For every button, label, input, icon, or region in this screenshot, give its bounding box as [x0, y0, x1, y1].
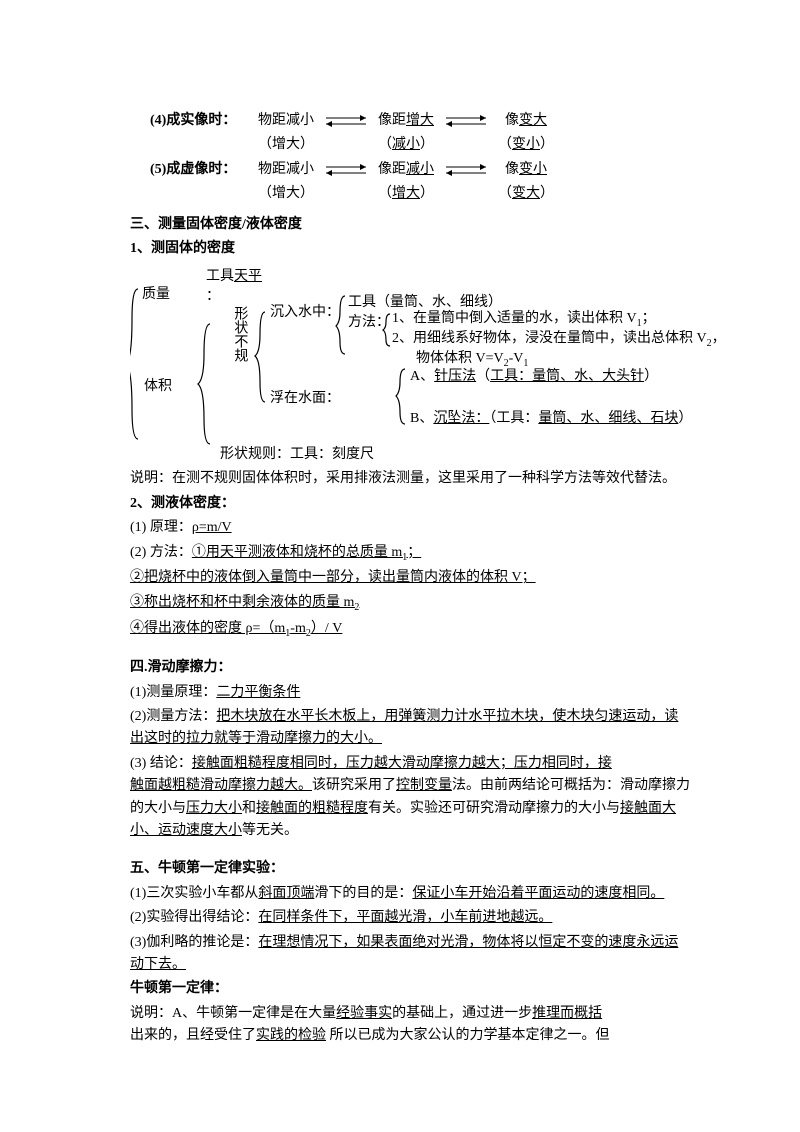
double-arrow-icon: [442, 162, 490, 178]
col3b: （变大）: [490, 183, 562, 205]
solid-note: 说明：在测不规则固体体积时，采用排液法测量，这里采用了一种科学方法等效代替法。: [130, 468, 690, 490]
pin-method: A、针压法（工具：量筒、水、大头针）: [410, 366, 658, 388]
section-3-title: 三、测量固体密度/液体密度: [130, 214, 690, 236]
double-arrow-icon: [442, 113, 490, 129]
newton-law-title: 牛顿第一定律：: [130, 978, 690, 1000]
col1b: （增大）: [250, 183, 322, 205]
section-3-sub1: 1、测固体的密度: [130, 238, 690, 260]
document-page: (4)成实像时： 物距减小 像距增大 像变大 （增大） （减小） （变小） (5…: [0, 0, 800, 1090]
col3a: 像变小: [490, 159, 562, 181]
liquid-1: (1) 原理：ρ=m/V: [130, 517, 690, 539]
sink-method: B、沉坠法：（工具：量筒、水、细线、石块）: [410, 408, 692, 430]
shape-irregular: 形状不规: [228, 306, 250, 386]
label-5: (5)成虚像时：: [150, 159, 250, 181]
method-label: 方法：: [348, 312, 390, 334]
col1a: 物距减小: [250, 110, 322, 132]
col1a: 物距减小: [250, 159, 322, 181]
newton-3: (3)伽利略的推论是：在理想情况下，如果表面绝对光滑，物体将以恒定不变的速度永远…: [130, 932, 690, 977]
col2a: 像距增大: [370, 110, 442, 132]
col1b: （增大）: [250, 134, 322, 156]
friction-3: (3) 结论：接触面粗糙程度相同时，压力越大滑动摩擦力越大；压力相同时，接 触面…: [130, 753, 690, 843]
col3a: 像变大: [490, 110, 562, 132]
liquid-4: ③称出烧杯和杯中剩余液体的质量 m2: [130, 592, 690, 616]
image-rule-5: (5)成虚像时： 物距减小 像距减小 像变小: [150, 159, 690, 181]
col2b: （增大）: [370, 183, 442, 205]
density-diagram: 质量 工具天平 ： 形状不规 体积 沉入水中： 工具（量筒、水、细线） 方法： …: [130, 264, 690, 464]
shape-regular: 形状规则：工具：刻度尺: [220, 444, 374, 466]
newton-1: (1)三次实验小车都从斜面顶端滑下的目的是：保证小车开始沿着平面运动的速度相同。: [130, 883, 690, 905]
sink-label: 沉入水中：: [270, 302, 340, 324]
col2b: （减小）: [370, 134, 442, 156]
section-4-title: 四.滑动摩擦力：: [130, 657, 690, 679]
col2a: 像距减小: [370, 159, 442, 181]
col3b: （变小）: [490, 134, 562, 156]
volume-label: 体积: [144, 376, 172, 398]
liquid-2: (2) 方法：①用天平测液体和烧杯的总质量 m1；: [130, 542, 690, 566]
friction-2: (2)测量方法：把木块放在水平长木板上，用弹簧测力计水平拉木块，使木块匀速运动，…: [130, 706, 690, 751]
label-4: (4)成实像时：: [150, 110, 250, 132]
double-arrow-icon: [322, 162, 370, 178]
section-3-sub2: 2、测液体密度：: [130, 493, 690, 515]
newton-2: (2)实验得出得结论：在同样条件下，平面越光滑，小车前进地越远。: [130, 907, 690, 929]
liquid-5: ④得出液体的密度 ρ=（m1-m2）/ V: [130, 618, 690, 642]
image-rule-5b: （增大） （增大） （变大）: [250, 183, 690, 205]
image-rule-4: (4)成实像时： 物距减小 像距增大 像变大: [150, 110, 690, 132]
newton-note: 说明：A、牛顿第一定律是在大量经验事实的基础上，通过进一步推理而概括 出来的，且…: [130, 1003, 690, 1048]
image-rule-4b: （增大） （减小） （变小）: [250, 134, 690, 156]
section-5-title: 五、牛顿第一定律实验：: [130, 858, 690, 880]
friction-1: (1)测量原理：二力平衡条件: [130, 682, 690, 704]
colon-label: ：: [206, 286, 220, 308]
double-arrow-icon: [322, 113, 370, 129]
mass-label: 质量: [142, 284, 170, 306]
liquid-3: ②把烧杯中的液体倒入量筒中一部分，读出量筒内液体的体积 V；: [130, 567, 690, 589]
float-label: 浮在水面：: [270, 388, 340, 410]
